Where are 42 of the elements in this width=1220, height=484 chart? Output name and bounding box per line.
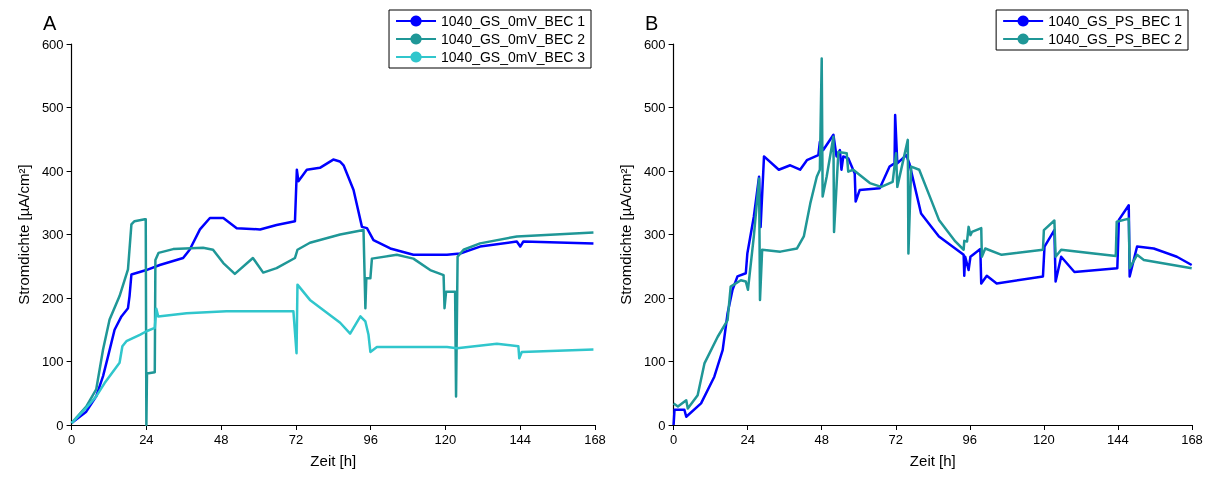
x-tick-label: 144 <box>1107 432 1129 447</box>
x-axis-title: Zeit [h] <box>909 452 956 469</box>
y-tick-label: 0 <box>658 417 666 433</box>
x-tick-label: 120 <box>434 432 457 447</box>
y-tick-label: 300 <box>643 227 666 242</box>
y-tick-label: 100 <box>41 354 64 369</box>
x-tick-label: 168 <box>1181 432 1203 447</box>
x-tick-label: 72 <box>288 432 304 447</box>
y-tick-label: 400 <box>643 163 666 179</box>
legend-label: 1040_GS_PS_BEC 2 <box>1048 31 1183 47</box>
x-tick-label: 168 <box>584 432 606 447</box>
y-tick-label: 100 <box>643 354 666 369</box>
x-tick-label: 96 <box>363 432 378 447</box>
x-tick-label: 144 <box>509 432 532 447</box>
legend-label: 1040_GS_0mV_BEC 2 <box>441 31 586 47</box>
y-tick-label: 600 <box>41 36 64 52</box>
x-tick-label: 0 <box>669 432 678 447</box>
y-axis-title: Stromdichte [µA/cm²] <box>617 164 634 305</box>
y-axis-title: Stromdichte [µA/cm²] <box>15 164 32 305</box>
x-axis-title: Zeit [h] <box>310 452 357 469</box>
y-tick-label: 200 <box>41 290 64 306</box>
x-tick-label: 24 <box>139 432 154 447</box>
y-tick-label: 400 <box>41 163 64 179</box>
x-tick-label: 72 <box>888 432 903 447</box>
x-tick-label: 0 <box>67 432 76 447</box>
x-tick-label: 96 <box>962 432 978 447</box>
chart-title: A <box>43 12 57 34</box>
legend-label: 1040_GS_0mV_BEC 3 <box>441 49 586 65</box>
y-tick-label: 200 <box>643 290 666 306</box>
y-tick-label: 600 <box>643 36 666 52</box>
y-tick-label: 300 <box>41 227 64 242</box>
legend-label: 1040_GS_PS_BEC 1 <box>1048 13 1183 29</box>
x-tick-label: 120 <box>1033 432 1055 447</box>
y-tick-label: 0 <box>56 417 64 433</box>
x-tick-label: 24 <box>740 432 755 447</box>
line-series <box>672 57 1193 410</box>
legend-label: 1040_GS_0mV_BEC 1 <box>441 13 586 29</box>
y-tick-label: 500 <box>41 100 64 115</box>
x-tick-label: 48 <box>213 432 229 447</box>
y-tick-label: 500 <box>643 100 666 115</box>
x-tick-label: 48 <box>814 432 829 447</box>
chart-title: B <box>645 12 659 34</box>
